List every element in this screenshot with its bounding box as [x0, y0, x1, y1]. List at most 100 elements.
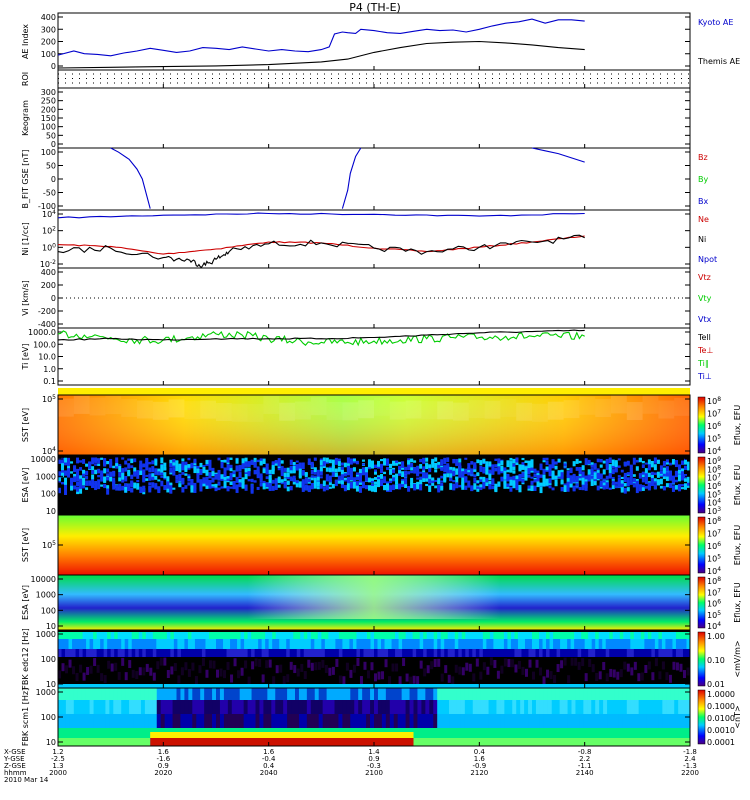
- spectrogram-cell: [395, 663, 399, 672]
- spectrogram-cell: [507, 659, 511, 668]
- spectrogram-cell: [335, 632, 340, 639]
- spectrogram-cell: [419, 479, 423, 485]
- spectrogram-cell: [317, 632, 322, 639]
- spectrogram-cell: [626, 487, 630, 492]
- spectrogram-cell: [605, 649, 610, 657]
- spectrogram-cell: [389, 478, 393, 483]
- spectrogram-cell: [338, 639, 343, 649]
- spectrogram-cell: [370, 632, 375, 639]
- spectrogram-cell: [96, 664, 100, 673]
- spectrogram-cell: [492, 688, 497, 700]
- spectrogram-cell: [271, 485, 275, 491]
- spectrogram-cell: [328, 632, 333, 639]
- spectrogram-cell: [593, 481, 597, 486]
- spectrogram-cell: [133, 482, 137, 488]
- spectrogram-cell: [342, 639, 347, 649]
- spectrogram-cell: [551, 714, 557, 728]
- spectrogram-cell: [570, 632, 575, 639]
- x-tick-label: 2120: [470, 769, 488, 777]
- spectrogram-cell: [433, 714, 438, 728]
- spectrogram-cell: [393, 700, 399, 714]
- spectrogram-cell: [678, 700, 683, 714]
- spectrogram-cell: [77, 714, 83, 728]
- spectrogram-cell: [280, 472, 284, 477]
- spectrogram-cell: [456, 688, 462, 700]
- spectrogram-cell: [425, 714, 430, 728]
- spectrogram-cell: [343, 462, 347, 468]
- spectrogram-cell: [539, 639, 544, 649]
- spectrogram-cell: [642, 688, 648, 700]
- y-tick-label: 100.0: [33, 340, 56, 349]
- spectrogram-cell: [321, 639, 326, 649]
- spectrogram-cell: [349, 669, 353, 678]
- spectrogram-cell: [426, 639, 431, 649]
- spectrogram-cell: [678, 688, 683, 700]
- spectrogram-cell: [650, 460, 654, 468]
- y-tick-label: 10: [46, 680, 56, 689]
- spectrogram-cell: [112, 470, 116, 477]
- spectrogram-cell: [280, 460, 284, 464]
- y-tick-label: 10000: [31, 575, 56, 584]
- spectrogram-cell: [190, 479, 194, 486]
- spectrogram-cell: [479, 671, 483, 680]
- spectrogram-cell: [429, 688, 434, 700]
- spectrogram-cell: [528, 659, 532, 668]
- spectrogram-cell: [261, 639, 266, 649]
- spectrogram-cell: [239, 714, 245, 728]
- spectrogram-cell: [503, 658, 507, 667]
- spectrogram-cell: [583, 714, 588, 728]
- spectrogram-cell: [570, 649, 575, 657]
- spectrogram-cell: [384, 632, 389, 639]
- spectrogram-cell: [391, 632, 396, 639]
- spectrogram-cell: [331, 649, 336, 657]
- spectrogram-cell: [577, 649, 582, 657]
- spectrogram-cell: [356, 657, 360, 666]
- spectrogram-cell: [413, 470, 417, 474]
- spectrogram-cell: [637, 649, 642, 657]
- spectrogram-cell: [152, 700, 158, 714]
- spectrogram-cell: [581, 471, 585, 478]
- spectrogram-cell: [431, 480, 435, 484]
- spectrogram-cell: [121, 457, 125, 460]
- spectrogram-cell: [265, 639, 270, 649]
- spectrogram-cell: [310, 632, 315, 639]
- spectrogram-cell: [239, 688, 245, 700]
- spectrogram-cell: [553, 639, 558, 649]
- spectrogram-cell: [219, 649, 224, 657]
- axis-row-label: Y-GSE: [3, 755, 25, 763]
- spectrogram-cell: [163, 657, 167, 666]
- spectrogram-cell: [500, 649, 505, 657]
- spectrogram-cell: [486, 649, 491, 657]
- spectrogram-cell: [363, 639, 368, 649]
- spectrogram-cell: [464, 485, 468, 490]
- spectrogram-cell: [666, 688, 671, 700]
- colorbar-tick-label: 109: [707, 456, 721, 466]
- spectrogram-cell: [70, 480, 74, 486]
- spectrogram-cell: [452, 483, 456, 491]
- spectrogram-cell: [455, 482, 459, 489]
- spectrogram-cell: [200, 688, 205, 700]
- spectrogram-cell: [524, 688, 529, 700]
- spectrogram-cell: [385, 714, 391, 728]
- spectrogram-cell: [644, 639, 649, 649]
- spectrogram-cell: [307, 486, 311, 491]
- spectrogram-cell: [121, 688, 126, 700]
- spectrogram-cell: [602, 649, 607, 657]
- spectrogram-cell: [184, 485, 188, 489]
- spectrogram-cell: [208, 714, 213, 728]
- spectrogram-cell: [479, 632, 484, 639]
- x-tick-label: 1.2: [52, 748, 63, 756]
- spectrogram-cell: [626, 472, 630, 475]
- spectrogram-cell: [256, 469, 260, 472]
- spectrogram-cell: [602, 632, 607, 639]
- spectrogram-cell: [159, 632, 164, 639]
- spectrogram-cell: [354, 714, 359, 728]
- spectrogram-cell: [199, 462, 203, 468]
- spectrogram-cell: [370, 714, 375, 728]
- spectrogram-cell: [653, 481, 657, 484]
- y-axis-label: Keogram: [21, 100, 30, 136]
- spectrogram-cell: [374, 632, 378, 639]
- spectrogram-cell: [106, 461, 110, 465]
- spectrogram-cell: [575, 483, 579, 487]
- spectrogram-cell: [229, 486, 233, 489]
